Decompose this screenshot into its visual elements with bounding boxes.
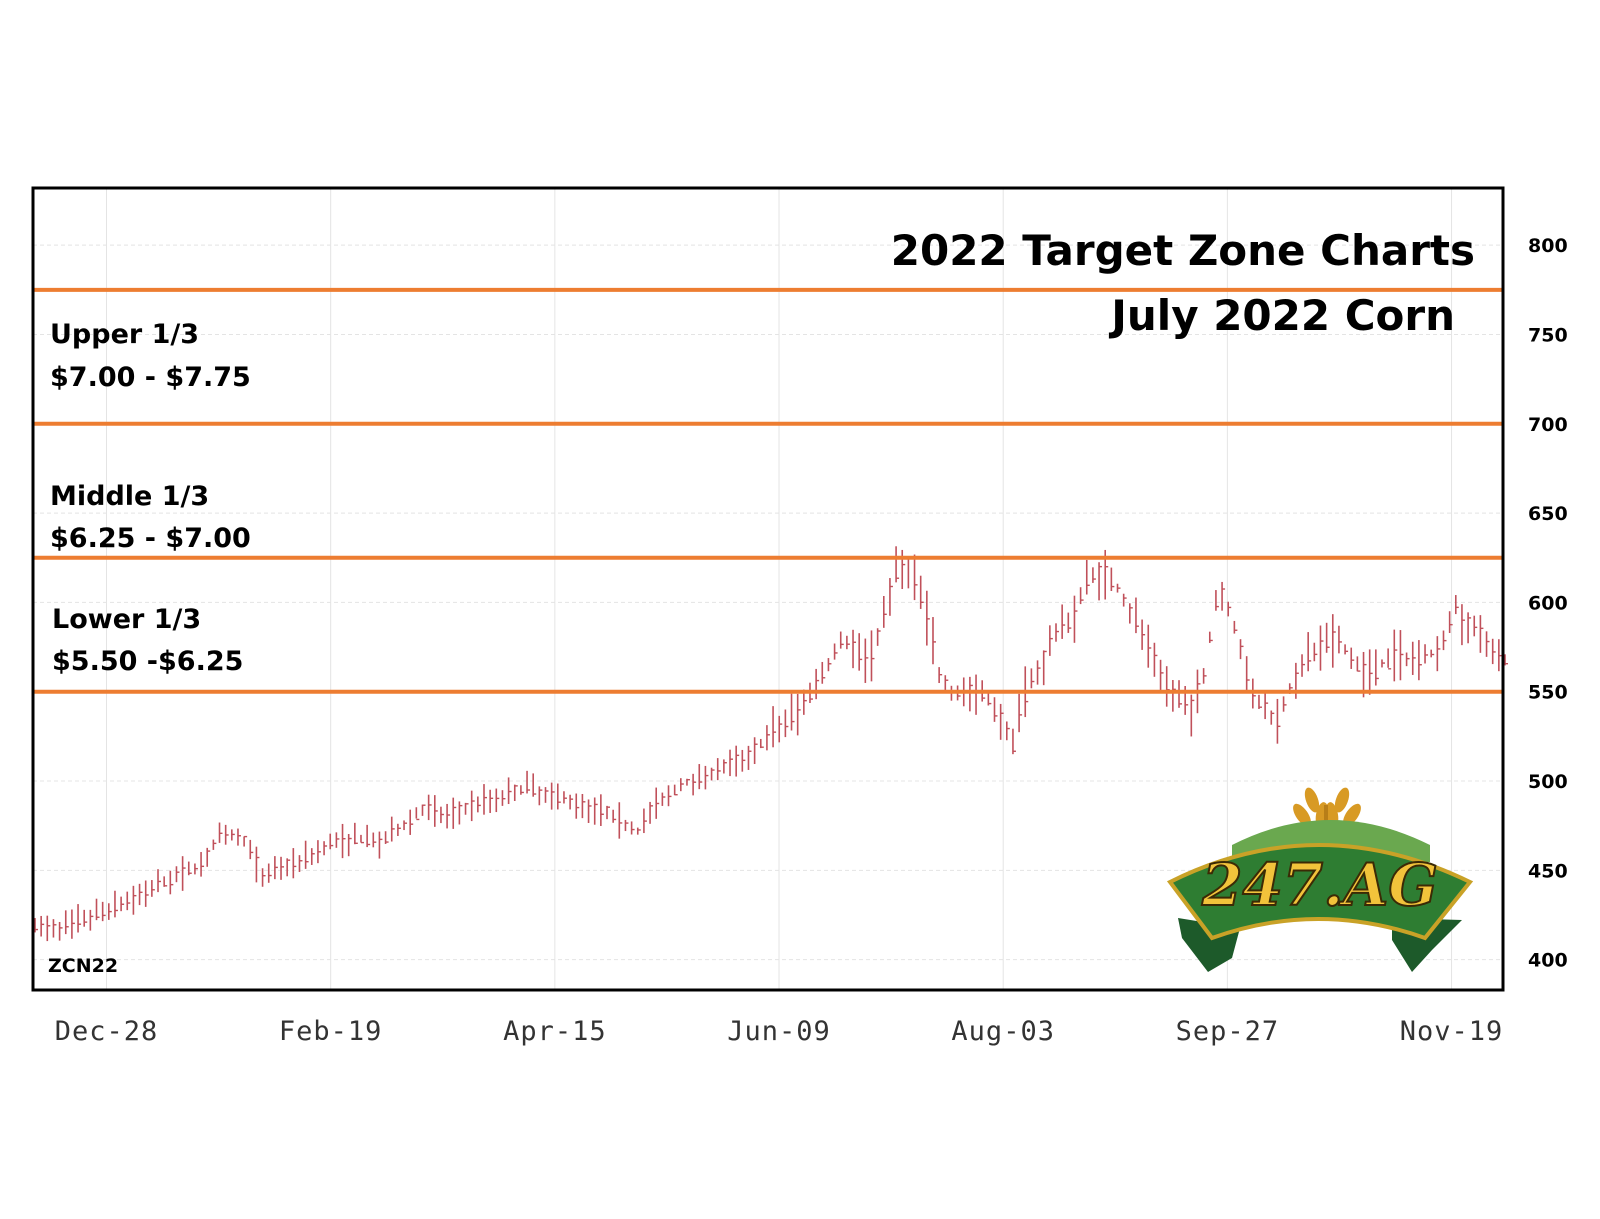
y-tick-label: 650	[1528, 503, 1568, 525]
plot-frame	[31, 186, 1505, 992]
zone-upper-range: $7.00 - $7.75	[50, 362, 251, 393]
zone-lower-name: Lower 1/3	[52, 604, 201, 635]
symbol-label: ZCN22	[48, 955, 118, 977]
zone-lines	[33, 287, 1503, 694]
y-axis-ticks: 800 750 700 650 600 550 500 450 400	[1528, 235, 1568, 971]
x-tick-label: Feb-19	[279, 1016, 383, 1047]
y-tick-label: 550	[1528, 682, 1568, 704]
logo-text: 247.AG	[1201, 851, 1438, 919]
x-tick-label: Aug-03	[951, 1016, 1055, 1047]
logo-badge	[1166, 843, 1474, 941]
y-tick-label: 750	[1528, 324, 1568, 346]
x-tick-label: Jun-09	[727, 1016, 831, 1047]
x-tick-label: Apr-15	[503, 1016, 607, 1047]
zone-middle-range: $6.25 - $7.00	[50, 523, 251, 554]
x-tick-label: Sep-27	[1176, 1016, 1280, 1047]
zone-upper-name: Upper 1/3	[50, 319, 199, 350]
chart-subtitle: July 2022 Corn	[1108, 291, 1455, 340]
x-tick-label: Dec-28	[55, 1016, 159, 1047]
y-tick-label: 400	[1528, 950, 1568, 972]
y-tick-label: 500	[1528, 771, 1568, 793]
logo: 247.AG	[1166, 787, 1474, 972]
y-tick-label: 600	[1528, 592, 1568, 614]
x-tick-label: Nov-19	[1400, 1016, 1504, 1047]
y-tick-label: 800	[1528, 235, 1568, 257]
y-tick-label: 700	[1528, 414, 1568, 436]
chart-title: 2022 Target Zone Charts	[891, 226, 1475, 275]
zone-middle-name: Middle 1/3	[50, 481, 209, 512]
x-axis-ticks: Dec-28 Feb-19 Apr-15 Jun-09 Aug-03 Sep-27 Nov-…	[55, 1016, 1504, 1047]
y-tick-label: 450	[1528, 860, 1568, 882]
price-bars	[34, 546, 1508, 942]
zone-lower-range: $5.50 -$6.25	[52, 646, 243, 677]
